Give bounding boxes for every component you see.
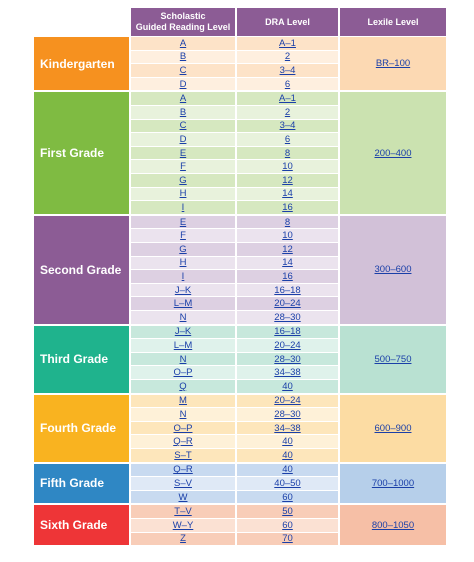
dra-level-link[interactable]: 20–24: [237, 394, 338, 409]
guided-reading-level-link[interactable]: B: [131, 50, 235, 65]
dra-level-link[interactable]: 70: [237, 532, 338, 547]
guided-reading-level-link[interactable]: F: [131, 160, 235, 174]
grade-label: Sixth Grade: [34, 505, 129, 546]
dra-level-link[interactable]: 34–38: [237, 421, 338, 436]
dra-level-link[interactable]: 8: [237, 146, 338, 161]
guided-reading-level-link[interactable]: A: [131, 92, 235, 106]
guided-reading-level-link[interactable]: H: [131, 256, 235, 271]
lexile-level-link[interactable]: 300–600: [340, 215, 446, 324]
guided-reading-level-link[interactable]: J–K: [131, 325, 235, 340]
guided-reading-level-link[interactable]: Z: [131, 532, 235, 547]
guided-reading-level-link[interactable]: Q–R: [131, 435, 235, 449]
guided-reading-level-link[interactable]: L–M: [131, 339, 235, 353]
dra-level-link[interactable]: 20–24: [237, 339, 338, 353]
dra-level-link[interactable]: 16–18: [237, 283, 338, 298]
lexile-level-link[interactable]: 600–900: [340, 394, 446, 462]
guided-reading-level-link[interactable]: Q–R: [131, 463, 235, 478]
guided-reading-level-link[interactable]: W: [131, 490, 235, 505]
header-lexile-level: Lexile Level: [340, 8, 446, 36]
guided-reading-level-link[interactable]: C: [131, 119, 235, 134]
dra-level-link[interactable]: 6: [237, 133, 338, 147]
dra-level-link[interactable]: 10: [237, 229, 338, 243]
dra-level-link[interactable]: 16: [237, 270, 338, 284]
guided-reading-level-link[interactable]: N: [131, 408, 235, 422]
grade-label: Fourth Grade: [34, 394, 129, 462]
dra-level-link[interactable]: A–1: [237, 92, 338, 106]
guided-reading-level-link[interactable]: E: [131, 215, 235, 230]
guided-reading-level-link[interactable]: H: [131, 187, 235, 202]
dra-level-link[interactable]: 40: [237, 435, 338, 449]
guided-reading-level-link[interactable]: A: [131, 37, 235, 51]
guided-reading-level-link[interactable]: J–K: [131, 283, 235, 298]
dra-level-link[interactable]: 6: [237, 77, 338, 92]
lexile-level-link[interactable]: 700–1000: [340, 463, 446, 504]
dra-level-link[interactable]: 12: [237, 174, 338, 188]
lexile-level-link[interactable]: 200–400: [340, 92, 446, 214]
guided-reading-level-link[interactable]: O–P: [131, 366, 235, 380]
dra-level-link[interactable]: 16–18: [237, 325, 338, 340]
dra-level-link[interactable]: 50: [237, 505, 338, 519]
guided-reading-level-link[interactable]: D: [131, 77, 235, 92]
guided-reading-level-link[interactable]: Q: [131, 380, 235, 394]
guided-reading-level-link[interactable]: S–T: [131, 449, 235, 463]
dra-level-link[interactable]: 14: [237, 187, 338, 202]
guided-reading-level-link[interactable]: C: [131, 64, 235, 78]
header-guided-reading: Scholastic Guided Reading Level: [131, 8, 235, 36]
guided-reading-level-link[interactable]: I: [131, 201, 235, 215]
guided-reading-level-link[interactable]: B: [131, 106, 235, 120]
grade-label: Kindergarten: [34, 37, 129, 91]
guided-reading-level-link[interactable]: L–M: [131, 297, 235, 311]
dra-level-link[interactable]: 40: [237, 463, 338, 478]
guided-reading-level-link[interactable]: I: [131, 270, 235, 284]
guided-reading-level-link[interactable]: G: [131, 174, 235, 188]
dra-level-link[interactable]: 14: [237, 256, 338, 271]
dra-level-link[interactable]: 3–4: [237, 64, 338, 78]
guided-reading-level-link[interactable]: F: [131, 229, 235, 243]
dra-level-link[interactable]: 2: [237, 50, 338, 65]
guided-reading-level-link[interactable]: D: [131, 133, 235, 147]
guided-reading-level-link[interactable]: W–Y: [131, 519, 235, 533]
grade-label: Fifth Grade: [34, 463, 129, 504]
dra-level-link[interactable]: 28–30: [237, 408, 338, 422]
dra-level-link[interactable]: 60: [237, 519, 338, 533]
dra-level-link[interactable]: 10: [237, 160, 338, 174]
guided-reading-level-link[interactable]: E: [131, 146, 235, 161]
grade-label: Second Grade: [34, 215, 129, 324]
guided-reading-level-link[interactable]: T–V: [131, 505, 235, 519]
dra-level-link[interactable]: 2: [237, 106, 338, 120]
dra-level-link[interactable]: A–1: [237, 37, 338, 51]
grade-label: First Grade: [34, 92, 129, 214]
guided-reading-level-link[interactable]: N: [131, 352, 235, 367]
lexile-level-link[interactable]: 800–1050: [340, 505, 446, 546]
dra-level-link[interactable]: 60: [237, 490, 338, 505]
dra-level-link[interactable]: 40–50: [237, 477, 338, 491]
guided-reading-level-link[interactable]: G: [131, 243, 235, 257]
dra-level-link[interactable]: 40: [237, 449, 338, 463]
dra-level-link[interactable]: 34–38: [237, 366, 338, 380]
dra-level-link[interactable]: 12: [237, 243, 338, 257]
dra-level-link[interactable]: 40: [237, 380, 338, 394]
dra-level-link[interactable]: 28–30: [237, 352, 338, 367]
grade-label: Third Grade: [34, 325, 129, 393]
guided-reading-level-link[interactable]: O–P: [131, 421, 235, 436]
guided-reading-level-link[interactable]: M: [131, 394, 235, 409]
dra-level-link[interactable]: 8: [237, 215, 338, 230]
guided-reading-level-link[interactable]: N: [131, 311, 235, 325]
lexile-level-link[interactable]: BR–100: [340, 37, 446, 91]
guided-reading-level-link[interactable]: S–V: [131, 477, 235, 491]
dra-level-link[interactable]: 20–24: [237, 297, 338, 311]
dra-level-link[interactable]: 3–4: [237, 119, 338, 134]
lexile-level-link[interactable]: 500–750: [340, 325, 446, 393]
dra-level-link[interactable]: 16: [237, 201, 338, 215]
dra-level-link[interactable]: 28–30: [237, 311, 338, 325]
header-dra-level: DRA Level: [237, 8, 338, 36]
